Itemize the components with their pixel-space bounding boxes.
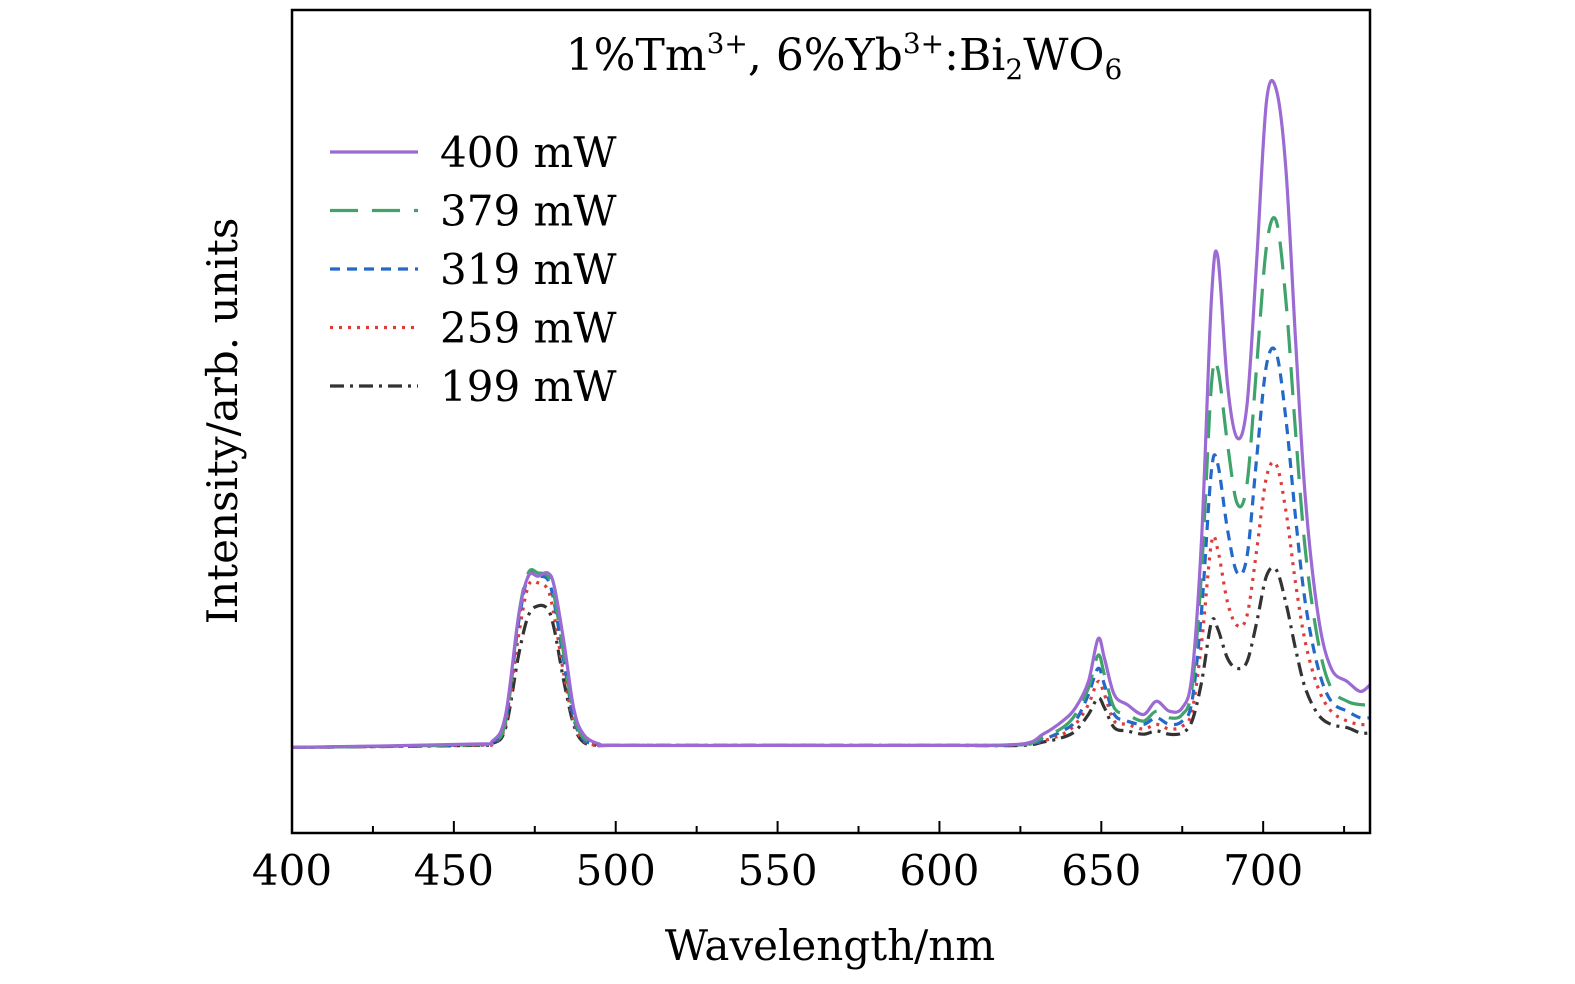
series-line-4 bbox=[291, 565, 1371, 749]
title-mid: , 6%Yb bbox=[748, 30, 903, 81]
legend-label-1: 379 mW bbox=[440, 187, 617, 236]
x-tick-label: 700 bbox=[1223, 846, 1303, 895]
legend-label-4: 199 mW bbox=[440, 362, 617, 411]
x-tick-label: 600 bbox=[899, 846, 979, 895]
x-tick-label: 650 bbox=[1061, 846, 1141, 895]
title-host-subscript-1: 2 bbox=[1005, 53, 1023, 86]
series-line-0 bbox=[291, 79, 1372, 749]
legend-label-2: 319 mW bbox=[440, 245, 617, 294]
title-host-b: WO bbox=[1023, 30, 1104, 81]
ticks-layer: 400 450 500 550 600 650 700 bbox=[252, 821, 1346, 895]
chart-title: 1%Tm3+, 6%Yb3+:Bi2WO6 bbox=[566, 27, 1123, 86]
series-line-2 bbox=[291, 346, 1371, 749]
x-tick-label: 550 bbox=[737, 846, 817, 895]
legend: 400 mW 379 mW 319 mW 259 mW 199 mW bbox=[330, 128, 617, 411]
series-line-3 bbox=[291, 460, 1371, 749]
title-yb-superscript: 3+ bbox=[903, 27, 944, 60]
x-tick-label: 500 bbox=[576, 846, 656, 895]
x-tick-label: 450 bbox=[414, 846, 494, 895]
title-prefix: 1%Tm bbox=[566, 30, 707, 81]
x-tick-label: 400 bbox=[252, 846, 332, 895]
title-tm-superscript: 3+ bbox=[707, 27, 748, 60]
series-line-1 bbox=[291, 216, 1371, 749]
x-axis-label: Wavelength/nm bbox=[665, 921, 995, 970]
y-axis-label: Intensity/arb. units bbox=[198, 218, 247, 625]
legend-label-0: 400 mW bbox=[440, 128, 617, 177]
title-host-a: :Bi bbox=[944, 30, 1005, 81]
plot-frame bbox=[290, 8, 1372, 835]
legend-label-3: 259 mW bbox=[440, 304, 617, 353]
series-layer bbox=[291, 79, 1372, 749]
title-host-subscript-2: 6 bbox=[1104, 53, 1122, 86]
